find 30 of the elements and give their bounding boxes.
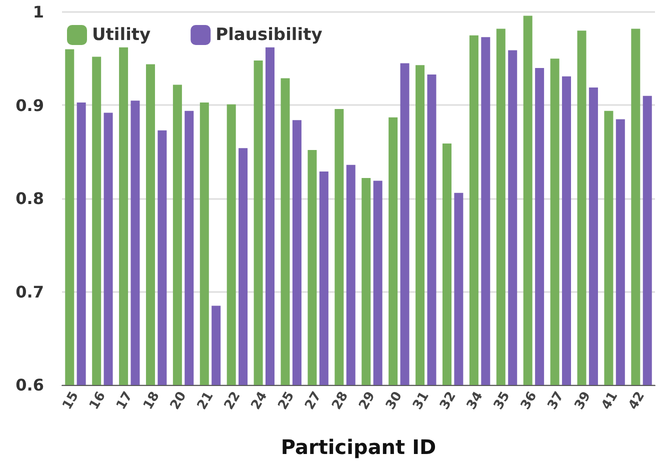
x-tick-label: 27 [302,389,325,412]
legend-label: Utility [92,25,151,45]
x-tick-label: 39 [572,389,594,412]
x-tick-label: 28 [329,389,352,412]
x-tick-label: 25 [276,389,298,412]
y-tick-label: 0.8 [16,189,44,208]
x-axis-title: Participant ID [280,435,436,459]
y-tick-label: 0.7 [16,282,44,302]
x-tick-label: 15 [60,389,82,412]
x-tick-label: 35 [491,389,514,412]
x-tick-label: 37 [545,389,568,412]
x-tick-label: 30 [383,389,406,412]
x-tick-label: 42 [626,389,648,412]
x-tick-label: 41 [599,389,622,412]
y-tick-label: 0.9 [16,96,44,115]
x-tick-label: 29 [356,389,378,412]
x-tick-label: 31 [410,389,432,412]
x-tick-label: 22 [222,389,244,412]
x-tick-label: 16 [86,389,109,412]
x-tick-label: 21 [194,389,217,412]
x-tick-label: 32 [437,389,460,412]
x-tick-label: 18 [140,389,163,412]
x-tick-label: 34 [464,389,486,412]
x-tick-label: 17 [114,389,136,412]
x-tick-label: 24 [248,389,271,412]
x-tick-label: 36 [518,389,540,412]
y-tick-label: 0.6 [16,376,44,394]
x-tick-label: 20 [168,389,190,412]
y-tick-label: 1 [32,2,44,22]
legend-label: Plausibility [216,25,322,45]
